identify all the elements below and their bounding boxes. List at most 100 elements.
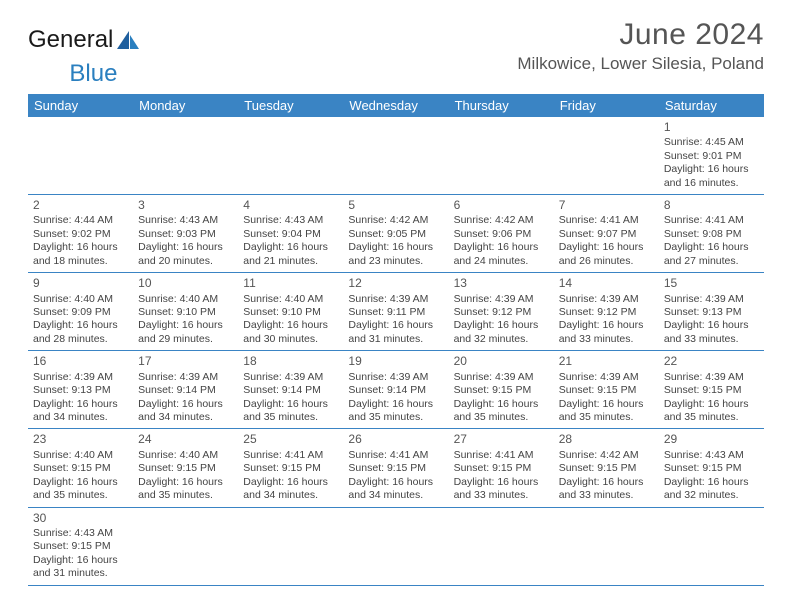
calendar-cell: 8Sunrise: 4:41 AM Sunset: 9:08 PM Daylig… (659, 195, 764, 273)
day-number: 7 (559, 198, 654, 213)
day-number: 13 (454, 276, 549, 291)
dayname-wed: Wednesday (343, 94, 448, 117)
calendar-cell (343, 507, 448, 585)
day-info: Sunrise: 4:43 AM Sunset: 9:04 PM Dayligh… (243, 214, 338, 268)
calendar-cell: 20 Sunrise: 4:39 AM Sunset: 9:15 PM Dayli… (449, 351, 554, 429)
calendar-cell: 11Sunrise: 4:40 AM Sunset: 9:10 PM Dayli… (238, 273, 343, 351)
day-info: Sunrise: 4:39 AM Sunset: 9:13 PM Dayligh… (33, 371, 128, 425)
calendar-row: 30Sunrise: 4:43 AM Sunset: 9:15 PM Dayli… (28, 507, 764, 585)
calendar-cell (449, 117, 554, 195)
day-info: Sunrise: 4:41 AM Sunset: 9:15 PM Dayligh… (348, 449, 443, 503)
day-number: 30 (33, 511, 128, 526)
calendar-cell: 3Sunrise: 4:43 AM Sunset: 9:03 PM Daylig… (133, 195, 238, 273)
day-number: 27 (454, 432, 549, 447)
calendar-cell: 4Sunrise: 4:43 AM Sunset: 9:04 PM Daylig… (238, 195, 343, 273)
day-number: 2 (33, 198, 128, 213)
day-info: Sunrise: 4:42 AM Sunset: 9:05 PM Dayligh… (348, 214, 443, 268)
dayname-sun: Sunday (28, 94, 133, 117)
month-title: June 2024 (517, 18, 764, 52)
sail-icon (115, 29, 141, 51)
calendar-header-row: Sunday Monday Tuesday Wednesday Thursday… (28, 94, 764, 117)
day-number: 19 (348, 354, 443, 369)
day-number: 24 (138, 432, 233, 447)
day-info: Sunrise: 4:43 AM Sunset: 9:15 PM Dayligh… (33, 527, 128, 581)
calendar-cell: 1Sunrise: 4:45 AM Sunset: 9:01 PM Daylig… (659, 117, 764, 195)
brand-logo: General (28, 18, 141, 54)
day-info: Sunrise: 4:40 AM Sunset: 9:15 PM Dayligh… (138, 449, 233, 503)
calendar-table: Sunday Monday Tuesday Wednesday Thursday… (28, 94, 764, 586)
day-number: 22 (664, 354, 759, 369)
day-number: 3 (138, 198, 233, 213)
day-info: Sunrise: 4:42 AM Sunset: 9:06 PM Dayligh… (454, 214, 549, 268)
title-block: June 2024 Milkowice, Lower Silesia, Pola… (517, 18, 764, 74)
calendar-row: 1Sunrise: 4:45 AM Sunset: 9:01 PM Daylig… (28, 117, 764, 195)
calendar-cell: 26Sunrise: 4:41 AM Sunset: 9:15 PM Dayli… (343, 429, 448, 507)
day-number: 28 (559, 432, 654, 447)
brand-part2: Blue (69, 60, 117, 88)
day-info: Sunrise: 4:45 AM Sunset: 9:01 PM Dayligh… (664, 136, 759, 190)
calendar-cell (554, 507, 659, 585)
day-info: Sunrise: 4:43 AM Sunset: 9:15 PM Dayligh… (664, 449, 759, 503)
calendar-row: 23Sunrise: 4:40 AM Sunset: 9:15 PM Dayli… (28, 429, 764, 507)
calendar-cell: 9 Sunrise: 4:40 AM Sunset: 9:09 PM Daylig… (28, 273, 133, 351)
calendar-cell: 27Sunrise: 4:41 AM Sunset: 9:15 PM Dayli… (449, 429, 554, 507)
calendar-page: General June 2024 Milkowice, Lower Siles… (0, 0, 792, 586)
day-info: Sunrise: 4:39 AM Sunset: 9:14 PM Dayligh… (348, 371, 443, 425)
day-number: 20 (454, 354, 549, 369)
day-info: Sunrise: 4:39 AM Sunset: 9:15 PM Dayligh… (664, 371, 759, 425)
day-info: Sunrise: 4:39 AM Sunset: 9:11 PM Dayligh… (348, 293, 443, 347)
calendar-cell: 13 Sunrise: 4:39 AM Sunset: 9:12 PM Dayli… (449, 273, 554, 351)
calendar-cell (133, 507, 238, 585)
dayname-mon: Monday (133, 94, 238, 117)
dayname-sat: Saturday (659, 94, 764, 117)
day-number: 17 (138, 354, 233, 369)
day-number: 16 (33, 354, 128, 369)
calendar-cell (343, 117, 448, 195)
brand-part1: General (28, 26, 113, 54)
dayname-fri: Friday (554, 94, 659, 117)
day-info: Sunrise: 4:39 AM Sunset: 9:14 PM Dayligh… (138, 371, 233, 425)
day-info: Sunrise: 4:40 AM Sunset: 9:09 PM Dayligh… (33, 293, 128, 347)
day-number: 11 (243, 276, 338, 291)
day-info: Sunrise: 4:39 AM Sunset: 9:13 PM Dayligh… (664, 293, 759, 347)
calendar-cell (28, 117, 133, 195)
calendar-cell: 6Sunrise: 4:42 AM Sunset: 9:06 PM Daylig… (449, 195, 554, 273)
calendar-cell: 12 Sunrise: 4:39 AM Sunset: 9:11 PM Dayli… (343, 273, 448, 351)
calendar-cell: 19 Sunrise: 4:39 AM Sunset: 9:14 PM Dayli… (343, 351, 448, 429)
calendar-cell (238, 507, 343, 585)
calendar-body: 1Sunrise: 4:45 AM Sunset: 9:01 PM Daylig… (28, 117, 764, 585)
calendar-row: 16 Sunrise: 4:39 AM Sunset: 9:13 PM Dayli… (28, 351, 764, 429)
day-info: Sunrise: 4:40 AM Sunset: 9:10 PM Dayligh… (138, 293, 233, 347)
day-number: 9 (33, 276, 128, 291)
calendar-cell: 17 Sunrise: 4:39 AM Sunset: 9:14 PM Dayli… (133, 351, 238, 429)
calendar-cell (449, 507, 554, 585)
day-info: Sunrise: 4:40 AM Sunset: 9:15 PM Dayligh… (33, 449, 128, 503)
calendar-cell: 16 Sunrise: 4:39 AM Sunset: 9:13 PM Dayli… (28, 351, 133, 429)
calendar-cell (238, 117, 343, 195)
calendar-cell: 25Sunrise: 4:41 AM Sunset: 9:15 PM Dayli… (238, 429, 343, 507)
calendar-row: 2Sunrise: 4:44 AM Sunset: 9:02 PM Daylig… (28, 195, 764, 273)
day-number: 12 (348, 276, 443, 291)
calendar-cell: 7Sunrise: 4:41 AM Sunset: 9:07 PM Daylig… (554, 195, 659, 273)
calendar-row: 9 Sunrise: 4:40 AM Sunset: 9:09 PM Daylig… (28, 273, 764, 351)
calendar-cell (133, 117, 238, 195)
location-text: Milkowice, Lower Silesia, Poland (517, 54, 764, 74)
day-info: Sunrise: 4:39 AM Sunset: 9:12 PM Dayligh… (454, 293, 549, 347)
day-info: Sunrise: 4:42 AM Sunset: 9:15 PM Dayligh… (559, 449, 654, 503)
calendar-cell: 28 Sunrise: 4:42 AM Sunset: 9:15 PM Dayli… (554, 429, 659, 507)
calendar-cell: 24 Sunrise: 4:40 AM Sunset: 9:15 PM Dayli… (133, 429, 238, 507)
day-number: 21 (559, 354, 654, 369)
calendar-cell: 23Sunrise: 4:40 AM Sunset: 9:15 PM Dayli… (28, 429, 133, 507)
day-info: Sunrise: 4:41 AM Sunset: 9:15 PM Dayligh… (243, 449, 338, 503)
day-number: 4 (243, 198, 338, 213)
day-number: 18 (243, 354, 338, 369)
day-info: Sunrise: 4:44 AM Sunset: 9:02 PM Dayligh… (33, 214, 128, 268)
calendar-cell: 29Sunrise: 4:43 AM Sunset: 9:15 PM Dayli… (659, 429, 764, 507)
day-number: 15 (664, 276, 759, 291)
day-number: 14 (559, 276, 654, 291)
day-info: Sunrise: 4:39 AM Sunset: 9:15 PM Dayligh… (454, 371, 549, 425)
dayname-tue: Tuesday (238, 94, 343, 117)
calendar-cell (554, 117, 659, 195)
dayname-thu: Thursday (449, 94, 554, 117)
calendar-cell: 30Sunrise: 4:43 AM Sunset: 9:15 PM Dayli… (28, 507, 133, 585)
